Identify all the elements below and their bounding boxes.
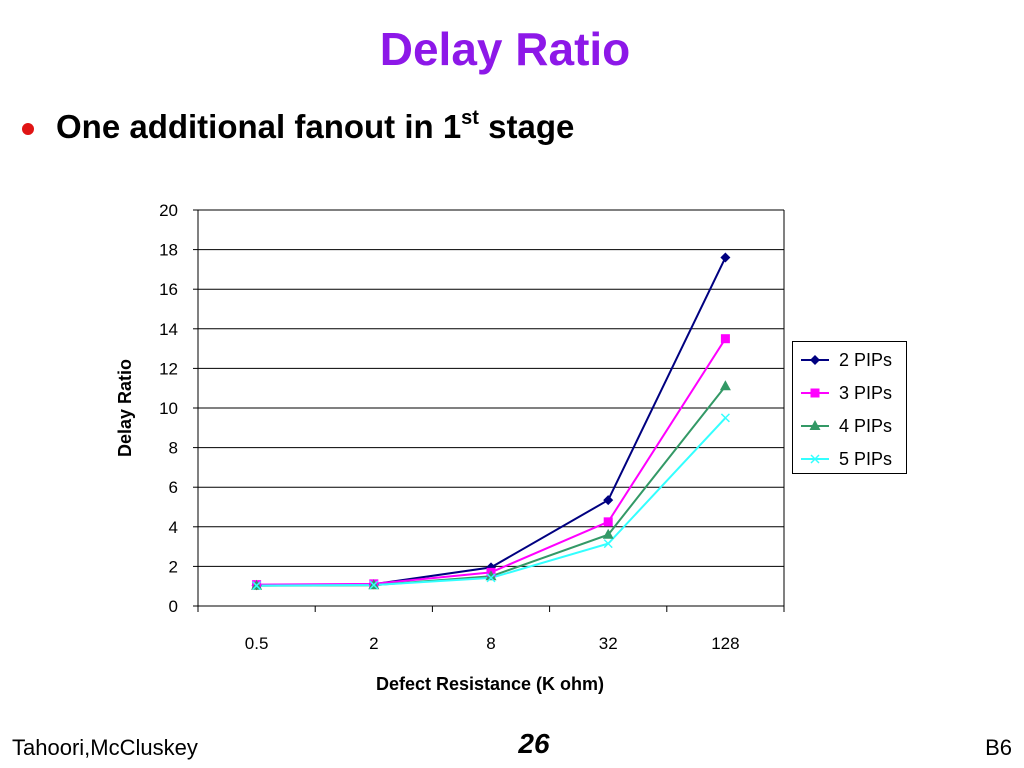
x-tick-label: 8 (486, 634, 495, 653)
y-tick-label: 20 (159, 201, 178, 220)
legend-swatch (801, 355, 829, 365)
bullet-item: One additional fanout in 1st stage (22, 108, 574, 146)
legend-item: 2 PIPs (801, 349, 892, 371)
series-line (256, 385, 727, 587)
x-axis-title: Defect Resistance (K ohm) (376, 674, 604, 694)
y-tick-label: 4 (169, 518, 178, 537)
data-point (719, 380, 731, 391)
y-tick-label: 8 (169, 439, 178, 458)
data-point (252, 581, 262, 591)
legend-marker (810, 454, 820, 464)
data-point (602, 528, 614, 539)
x-tick-label: 0.5 (245, 634, 269, 653)
data-point (485, 570, 497, 581)
data-point (720, 334, 730, 344)
x-tick-label: 32 (599, 634, 618, 653)
bullet-text: One additional fanout in 1st stage (56, 108, 574, 146)
x-tick-label: 2 (369, 634, 378, 653)
footer-section: B6 (985, 735, 1012, 760)
y-tick-label: 18 (159, 241, 178, 260)
y-tick-label: 6 (169, 478, 178, 497)
series-line (256, 417, 727, 587)
legend-item: 5 PIPs (801, 448, 892, 470)
legend-item: 4 PIPs (801, 415, 892, 437)
slide-title: Delay Ratio (379, 23, 631, 75)
data-point (369, 580, 379, 590)
legend-marker (810, 388, 820, 398)
data-point (720, 413, 730, 423)
y-tick-label: 16 (159, 280, 178, 299)
chart-legend: 2 PIPs 3 PIPs 4 PIPs 5 PIPs (792, 341, 907, 474)
data-point (603, 539, 613, 549)
legend-label: 3 PIPs (839, 382, 893, 403)
bullet-superscript: st (461, 107, 479, 129)
legend-marker (810, 355, 820, 365)
legend-swatch (801, 420, 829, 430)
legend-marker (809, 420, 821, 430)
legend-label: 5 PIPs (839, 448, 893, 469)
legend-swatch (801, 388, 829, 398)
bullet-dot-icon (22, 123, 34, 135)
y-tick-label: 10 (159, 399, 178, 418)
y-tick-label: 14 (159, 320, 178, 339)
bullet-main-text: One additional fanout in 1 (56, 108, 462, 145)
y-axis-title: Delay Ratio (115, 359, 135, 457)
series-line (256, 338, 727, 586)
data-point (603, 517, 613, 527)
legend-label: 2 PIPs (839, 349, 893, 370)
data-point (720, 252, 731, 263)
legend-label: 4 PIPs (839, 415, 893, 436)
data-point (603, 495, 614, 506)
legend-item: 3 PIPs (801, 382, 892, 404)
legend-swatch (801, 454, 829, 464)
y-tick-label: 2 (169, 557, 178, 576)
series-line (256, 257, 727, 587)
footer-authors: Tahoori,McCluskey (12, 735, 198, 760)
data-point (486, 573, 496, 583)
x-tick-label: 128 (711, 634, 739, 653)
bullet-end-text: stage (478, 108, 575, 145)
footer-page-number: 26 (518, 728, 550, 759)
y-tick-label: 0 (169, 597, 178, 616)
y-tick-label: 12 (159, 359, 178, 378)
